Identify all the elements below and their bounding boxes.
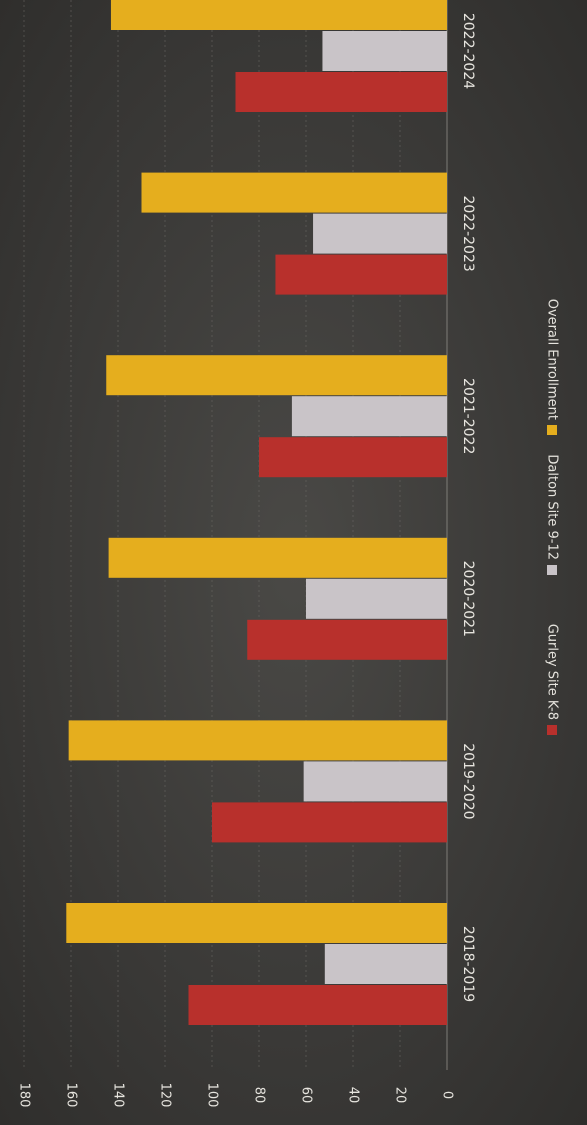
category-label: 2020-2021 (460, 561, 476, 637)
category-labels: 2018-2019 2019-2020 2020-2021 2021-2022 2022… (460, 13, 476, 1002)
value-tick-label: 120 (158, 1083, 173, 1108)
value-tick-label: 40 (346, 1087, 361, 1104)
bars (66, 0, 448, 1025)
bar-gurley-site-k-8-2022-2024 (235, 72, 447, 112)
legend-label: Overall Enrollment (545, 299, 560, 420)
category-label: 2022-2023 (460, 195, 476, 271)
value-tick-label: 160 (64, 1083, 79, 1108)
value-tick-label: 100 (205, 1083, 220, 1108)
legend-swatch (547, 565, 557, 575)
bar-dalton-site-9-12-2021-2022 (291, 396, 447, 437)
bar-dalton-site-9-12-2022-2023 (313, 213, 447, 254)
value-tick-label: 20 (393, 1087, 408, 1104)
bar-gurley-site-k-8-2018-2019 (188, 985, 447, 1025)
value-axis-labels: 0 20 40 60 80 100 120 140 160 180 (17, 1083, 455, 1108)
gridlines (23, 0, 448, 1070)
value-tick-label: 80 (252, 1087, 267, 1104)
bar-dalton-site-9-12-2020-2021 (306, 578, 447, 619)
bar-dalton-site-9-12-2019-2020 (303, 761, 447, 802)
bar-overall-enrollment-2020-2021 (108, 537, 447, 578)
legend-label: Dalton Site 9-12 (545, 454, 560, 560)
category-label: 2021-2022 (460, 378, 476, 454)
bar-gurley-site-k-8-2022-2023 (275, 254, 447, 295)
value-tick-label: 140 (111, 1083, 126, 1108)
legend-swatch (547, 425, 557, 435)
legend: Gurley Site K-8 Dalton Site 9-12 Overall E… (545, 299, 560, 735)
value-tick-label: 0 (440, 1091, 455, 1099)
value-tick-label: 60 (299, 1087, 314, 1104)
bar-overall-enrollment-2018-2019 (66, 903, 448, 943)
category-label: 2019-2020 (460, 743, 476, 819)
category-label: 2018-2019 (460, 926, 476, 1002)
bar-gurley-site-k-8-2020-2021 (247, 619, 447, 660)
legend-swatch (547, 725, 557, 735)
bar-gurley-site-k-8-2021-2022 (259, 437, 447, 478)
bar-overall-enrollment-2022-2024 (110, 0, 447, 30)
value-tick-label: 180 (17, 1083, 32, 1108)
bar-gurley-site-k-8-2019-2020 (212, 802, 447, 843)
bar-overall-enrollment-2022-2023 (141, 172, 447, 213)
bar-dalton-site-9-12-2018-2019 (324, 944, 447, 984)
category-label: 2022-2024 (460, 13, 476, 89)
bar-overall-enrollment-2021-2022 (106, 355, 447, 396)
legend-label: Gurley Site K-8 (545, 624, 560, 720)
bar-dalton-site-9-12-2022-2024 (322, 31, 447, 71)
bar-overall-enrollment-2019-2020 (68, 720, 448, 761)
